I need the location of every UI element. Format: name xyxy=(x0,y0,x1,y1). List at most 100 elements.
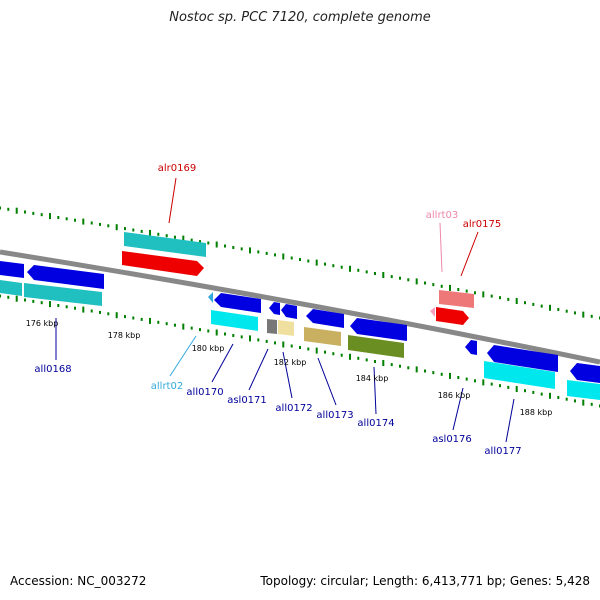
label-asl0176[interactable]: asl0176 xyxy=(432,434,472,445)
gene-all0177-cds[interactable] xyxy=(484,361,555,389)
gene-all0172-cds[interactable] xyxy=(278,320,294,336)
gene-asl0171-arrow[interactable] xyxy=(269,302,280,315)
gene-all0168-arrow[interactable] xyxy=(27,265,104,289)
top-tick-mark xyxy=(532,302,535,306)
gene-all0177-arrow[interactable] xyxy=(487,345,558,372)
top-tick-mark xyxy=(582,311,585,318)
gene-asl0176-arrow[interactable] xyxy=(465,340,477,355)
top-tick-mark xyxy=(449,284,451,291)
bottom-tick-mark xyxy=(499,384,501,388)
top-tick-mark xyxy=(407,278,410,282)
top-tick-mark xyxy=(124,227,126,231)
top-tick-mark xyxy=(249,247,251,254)
label-allrt03[interactable]: allrt03 xyxy=(426,210,458,221)
gene-all0172[interactable] xyxy=(278,304,297,336)
gene-all0173[interactable] xyxy=(304,309,344,346)
label-all0172[interactable]: all0172 xyxy=(275,403,312,414)
bottom-tick-mark xyxy=(565,397,568,401)
gene-asl0176[interactable] xyxy=(465,340,477,355)
top-tick-row xyxy=(0,206,600,320)
gene-all0168-cds[interactable] xyxy=(24,283,102,306)
label-all0173[interactable]: all0173 xyxy=(316,410,353,421)
gene-alr0169[interactable] xyxy=(122,232,206,276)
gene-all0174-cds[interactable] xyxy=(348,335,404,358)
top-tick-mark xyxy=(357,268,360,272)
bottom-tick-mark xyxy=(324,350,326,354)
bottom-tick-mark xyxy=(557,396,560,399)
bottom-tick-mark xyxy=(490,382,493,386)
top-tick-mark xyxy=(290,256,293,260)
bottom-tick-mark xyxy=(224,332,226,336)
bottom-tick-mark xyxy=(115,312,118,319)
top-tick-mark xyxy=(157,232,160,236)
gene-right-edge-cds[interactable] xyxy=(567,380,600,400)
genome-stats-text: Topology: circular; Length: 6,413,771 bp… xyxy=(260,574,590,588)
top-tick-mark xyxy=(182,235,185,242)
gene-asl0171[interactable] xyxy=(267,302,280,334)
gene-asl0171-cds[interactable] xyxy=(267,319,277,334)
callout-all0173 xyxy=(317,357,337,406)
label-alr0175[interactable]: alr0175 xyxy=(463,219,501,230)
callout-all0177 xyxy=(505,398,515,443)
bottom-tick-mark xyxy=(365,358,368,362)
top-tick-mark xyxy=(299,258,301,261)
top-tick-mark xyxy=(49,213,51,220)
top-tick-mark xyxy=(65,217,68,221)
bottom-tick-mark xyxy=(140,317,143,321)
bottom-tick-mark xyxy=(240,335,243,339)
label-all0174[interactable]: all0174 xyxy=(357,418,394,429)
gene-all0173-cds[interactable] xyxy=(304,327,341,346)
bottom-tick-mark xyxy=(0,294,1,298)
gene-all0172-arrow[interactable] xyxy=(281,304,297,319)
gene-allrt03-feature[interactable] xyxy=(439,290,474,308)
gene-all0174-arrow[interactable] xyxy=(350,318,407,341)
bottom-tick-mark xyxy=(357,356,360,360)
gene-all0168[interactable] xyxy=(24,265,104,306)
gene-all0170[interactable] xyxy=(208,292,261,331)
top-tick-mark xyxy=(432,283,435,287)
bottom-tick-mark xyxy=(582,399,585,406)
bottom-tick-mark xyxy=(190,326,193,330)
gene-all0170-arrow[interactable] xyxy=(214,293,261,313)
bottom-tick-mark xyxy=(265,339,268,343)
gene-allrt03-arrow[interactable] xyxy=(430,307,435,317)
label-all0168[interactable]: all0168 xyxy=(34,364,71,375)
gene-right-edge-arrow[interactable] xyxy=(570,363,600,383)
gene-alr0175[interactable] xyxy=(430,290,474,325)
gene-alr0169-arrow[interactable] xyxy=(122,251,204,276)
top-tick-mark xyxy=(324,262,326,266)
top-tick-mark xyxy=(132,228,135,232)
top-tick-mark xyxy=(440,284,443,288)
gene-alr0169-cds[interactable] xyxy=(124,232,206,257)
label-allrt02[interactable]: allrt02 xyxy=(151,381,183,392)
bottom-tick-mark xyxy=(199,328,201,332)
bottom-tick-mark xyxy=(524,389,526,393)
bottom-tick-mark xyxy=(49,301,51,308)
gene-left-blue[interactable] xyxy=(0,261,24,296)
top-tick-mark xyxy=(565,309,568,313)
bottom-tick-mark xyxy=(399,364,401,368)
top-tick-mark xyxy=(174,235,176,239)
label-all0177[interactable]: all0177 xyxy=(484,446,521,457)
top-tick-mark xyxy=(265,251,268,255)
gene-left-blue-arrow[interactable] xyxy=(0,261,24,278)
bottom-tick-mark xyxy=(157,320,160,324)
gene-left-cyan[interactable] xyxy=(0,280,22,296)
gene-right-edge[interactable] xyxy=(567,363,600,400)
top-tick-mark xyxy=(349,265,351,272)
top-tick-mark xyxy=(257,250,260,254)
top-tick-mark xyxy=(24,210,26,214)
gene-alr0175-arrow[interactable] xyxy=(436,307,469,325)
label-alr0169[interactable]: alr0169 xyxy=(158,163,196,174)
top-tick-mark xyxy=(415,278,418,285)
gene-all0177[interactable] xyxy=(484,345,558,389)
gene-all0173-arrow[interactable] xyxy=(306,309,344,328)
label-asl0171[interactable]: asl0171 xyxy=(227,395,267,406)
label-all0170[interactable]: all0170 xyxy=(186,387,223,398)
gene-allrt02-arrow[interactable] xyxy=(208,292,213,303)
gene-all0174[interactable] xyxy=(348,318,407,358)
bottom-tick-mark xyxy=(65,305,68,309)
top-tick-mark xyxy=(90,221,93,225)
gene-all0170-cds[interactable] xyxy=(211,310,258,331)
callout-alr0169 xyxy=(168,177,177,224)
